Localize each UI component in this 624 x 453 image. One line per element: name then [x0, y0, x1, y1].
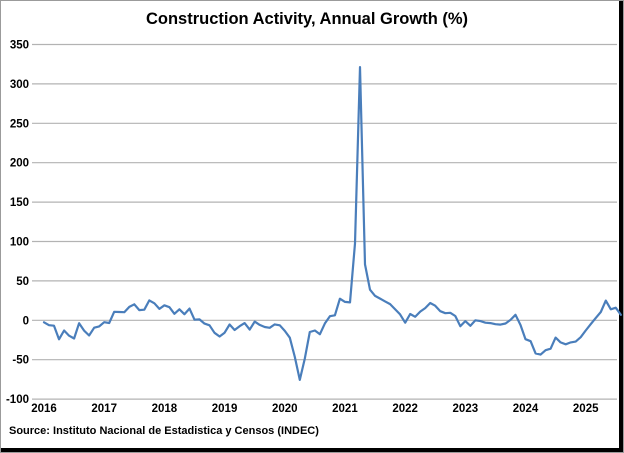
x-tick-label: 2024 [513, 403, 539, 415]
y-tick-label: 0 [23, 315, 29, 327]
source-note: Source: Instituto Nacional de Estadistic… [9, 425, 319, 437]
data-line [42, 65, 622, 381]
x-tick-label: 2025 [573, 403, 599, 415]
x-tick-label: 2023 [453, 403, 479, 415]
y-tick-label: 100 [10, 237, 29, 249]
x-tick-label: 2017 [91, 403, 117, 415]
x-tick-label: 2018 [152, 403, 178, 415]
y-axis-labels: 350 300 250 200 150 100 50 0 -50 -100 [6, 40, 29, 407]
x-tick-label: 2022 [392, 403, 418, 415]
x-tick-label: 2020 [272, 403, 298, 415]
chart-title: Construction Activity, Annual Growth (%) [145, 10, 469, 28]
y-tick-label: 350 [10, 40, 29, 52]
data-line-group [42, 65, 622, 381]
x-tick-label: 2016 [31, 403, 57, 415]
y-tick-label: 200 [10, 158, 29, 170]
x-tick-label: 2019 [212, 403, 238, 415]
y-tick-label: 50 [16, 276, 29, 288]
y-tick-label: -100 [6, 394, 29, 406]
x-axis-labels: 2016 2017 2018 2019 2020 2021 2022 2023 2024 2025 [31, 403, 599, 415]
y-gridlines [32, 43, 617, 400]
y-tick-label: 250 [10, 118, 29, 130]
y-tick-label: 150 [10, 197, 29, 209]
y-tick-label: 300 [10, 79, 29, 91]
x-tick-label: 2021 [332, 403, 358, 415]
y-tick-label: -50 [12, 355, 29, 367]
